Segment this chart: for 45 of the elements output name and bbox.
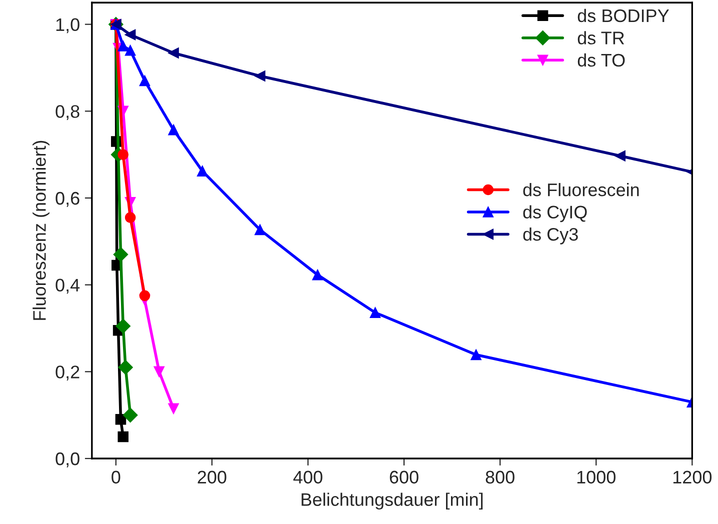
point bbox=[254, 224, 266, 236]
legend-label: ds TO bbox=[578, 53, 625, 67]
x-axis-title: Belichtungsdauer [min] bbox=[302, 492, 483, 510]
point bbox=[154, 366, 165, 378]
y-tick-label: 1,0 bbox=[56, 18, 80, 34]
point bbox=[614, 150, 626, 162]
legend-label: ds Cy3 bbox=[523, 227, 578, 244]
point bbox=[312, 269, 323, 280]
y-tick-label: 0,0 bbox=[56, 452, 80, 468]
point bbox=[124, 212, 136, 223]
point bbox=[168, 124, 179, 136]
point bbox=[118, 40, 128, 52]
legend-label: ds Fluorescein bbox=[523, 182, 639, 196]
point bbox=[124, 29, 136, 40]
y-tick-label: 0,6 bbox=[56, 192, 80, 207]
point bbox=[122, 408, 138, 422]
y-axis-title: Fluoreszenz (normiert) bbox=[32, 140, 50, 320]
x-tick-label: 1200 bbox=[673, 470, 712, 484]
point bbox=[139, 290, 150, 302]
point bbox=[116, 318, 131, 334]
point bbox=[470, 349, 482, 360]
point bbox=[196, 166, 208, 176]
y-tick-label: 0,4 bbox=[56, 278, 80, 294]
point bbox=[370, 307, 381, 318]
point bbox=[124, 45, 136, 56]
x-tick-label: 1000 bbox=[577, 470, 616, 484]
x-tick-label: 400 bbox=[293, 470, 322, 484]
x-tick-label: 0 bbox=[112, 470, 120, 484]
point bbox=[118, 360, 133, 375]
x-tick-label: 200 bbox=[198, 470, 226, 484]
y-tick-label: 0,8 bbox=[56, 105, 80, 120]
point bbox=[118, 149, 128, 160]
point bbox=[168, 48, 179, 58]
legend-label: ds TR bbox=[578, 31, 624, 44]
y-tick-label: 0,2 bbox=[56, 366, 80, 381]
point bbox=[118, 431, 128, 442]
point bbox=[115, 414, 126, 425]
legend-label: ds BODIPY bbox=[578, 8, 669, 22]
x-tick-label: 600 bbox=[390, 470, 418, 484]
point bbox=[254, 70, 266, 82]
point bbox=[139, 75, 150, 86]
x-tick-label: 800 bbox=[486, 470, 514, 484]
legend-label: ds CyIQ bbox=[523, 205, 587, 222]
point bbox=[113, 247, 128, 262]
point bbox=[168, 403, 179, 414]
